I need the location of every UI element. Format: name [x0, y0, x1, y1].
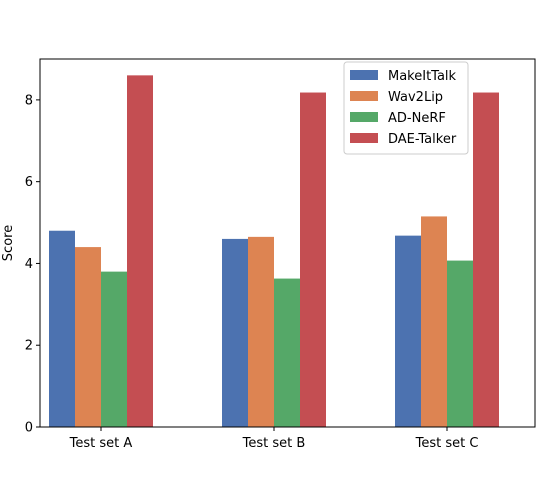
- legend-swatch: [350, 70, 378, 80]
- bar-wav2lip-3: [421, 216, 447, 427]
- legend-swatch: [350, 133, 378, 143]
- bar-dae-talker-1: [127, 75, 153, 427]
- bar-dae-talker-2: [300, 92, 326, 427]
- y-tick-label: 2: [25, 339, 33, 354]
- bar-wav2lip-2: [248, 236, 274, 427]
- bar-makeittalk-2: [222, 238, 248, 427]
- bar-ad-nerf-2: [274, 278, 300, 427]
- y-tick-label: 8: [25, 93, 33, 108]
- bar-wav2lip-1: [75, 247, 101, 427]
- bar-makeittalk-3: [395, 235, 421, 427]
- bar-ad-nerf-1: [101, 271, 127, 427]
- y-tick-label: 4: [25, 257, 33, 272]
- legend-swatch: [350, 91, 378, 101]
- legend-box: [343, 61, 469, 155]
- bar-makeittalk-1: [49, 230, 75, 427]
- legend-label: MakeItTalk: [388, 69, 457, 84]
- legend-label: AD-NeRF: [388, 111, 446, 126]
- x-tick-label: Test set B: [242, 436, 306, 451]
- y-axis-label: Score: [1, 225, 16, 261]
- legend-label: DAE-Talker: [388, 132, 457, 147]
- plot-area: Test set A Test set B Test set C 0 2 4 6 8 MakeI…: [25, 58, 536, 451]
- legend-swatch: [350, 112, 378, 122]
- bar-dae-talker-3: [473, 92, 499, 427]
- bar-ad-nerf-3: [447, 260, 473, 427]
- legend-label: Wav2Lip: [388, 90, 443, 105]
- axes-frame: [39, 58, 536, 428]
- y-tick-label: 0: [25, 421, 33, 436]
- x-tick-label: Test set A: [69, 436, 133, 451]
- y-tick-label: 6: [25, 175, 33, 190]
- x-tick-label: Test set C: [415, 436, 479, 451]
